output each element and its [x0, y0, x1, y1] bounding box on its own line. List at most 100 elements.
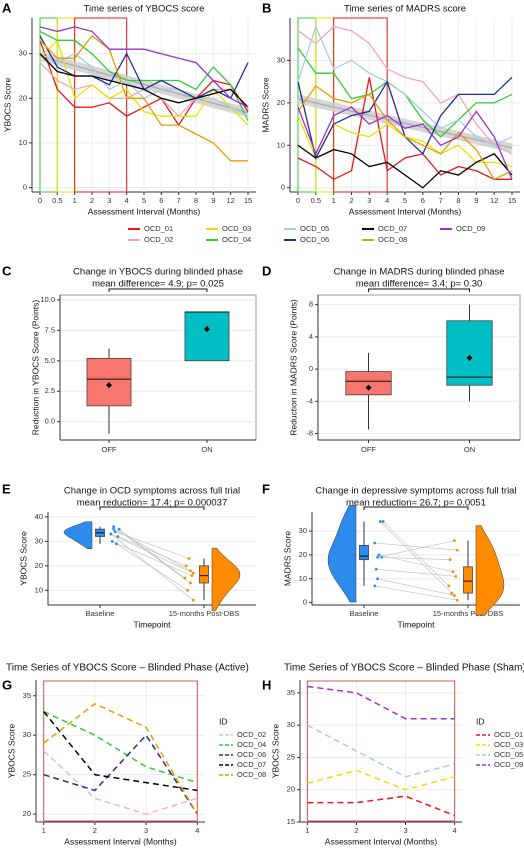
pair-line [376, 568, 456, 577]
point [455, 548, 459, 552]
x-axis-title: Assessment Interval (Months) [325, 836, 438, 846]
x-axis-title: Timepoint [397, 619, 435, 629]
pair-line [112, 541, 192, 576]
y-axis-title: MADRS Score [282, 531, 292, 587]
y-tick-label: 0 [309, 364, 313, 373]
legend-label: OCD_02 [237, 730, 266, 739]
chart-title: Change in MADRS during blinded phase [333, 267, 504, 278]
point [189, 581, 192, 585]
legend-label: OCD_01 [494, 730, 523, 739]
x-tick-label: ON [464, 445, 475, 454]
legend-label: OCD_03 [494, 740, 523, 749]
pair-line [377, 578, 455, 596]
series-line [43, 702, 198, 815]
y-tick-label: 0 [23, 183, 27, 192]
point [109, 532, 113, 536]
legend-label: OCD_07 [378, 224, 407, 233]
y-tick-label: 5.0 [45, 356, 55, 365]
y-tick-label: 30 [287, 720, 295, 729]
x-tick-label: 3 [367, 196, 371, 205]
x-tick-label: 3 [403, 826, 407, 835]
x-tick-label: 5 [142, 196, 146, 205]
x-tick-label: 6 [159, 196, 163, 205]
legend-label: OCD_02 [144, 235, 173, 244]
point [373, 584, 377, 588]
series-line [39, 26, 249, 108]
series-line [307, 769, 455, 791]
y-axis-title: YBOCS Score [6, 724, 16, 779]
y-tick-label: 7.5 [45, 325, 55, 334]
y-tick-label: 25 [287, 752, 295, 761]
y-tick-label: 10 [277, 140, 285, 149]
y-tick-label: 8 [309, 300, 313, 309]
point [187, 557, 191, 560]
x-tick-label: 1 [305, 826, 309, 835]
legend-label: OCD_09 [494, 760, 523, 769]
legend-label: OCD_08 [237, 770, 266, 779]
x-tick-label: 5 [403, 196, 407, 205]
chart-subtitle: mean reduction= 17.4; p= 0.000037 [77, 498, 228, 509]
panel-label: A [2, 0, 12, 15]
point [453, 594, 456, 597]
pair-line [382, 521, 450, 587]
legend-label: OCD_05 [300, 224, 329, 233]
y-tick-label: 10 [299, 574, 307, 583]
y-tick-label: 20 [287, 785, 295, 794]
violin [475, 525, 505, 616]
y-axis-title: Reduction in MADRS Score (Points) [288, 299, 298, 436]
y-tick-label: 10 [35, 585, 43, 594]
box [446, 320, 493, 386]
x-tick-label: 0 [38, 196, 42, 205]
x-tick-label: 0.5 [311, 196, 321, 205]
panel-label: E [2, 481, 11, 496]
legend-label: OCD_04 [237, 740, 266, 749]
y-tick-label: 15 [287, 817, 295, 826]
y-tick-label: 30 [299, 526, 307, 535]
x-tick-label: 15-months Post-DBS [433, 609, 503, 618]
x-tick-label: 2 [354, 826, 358, 835]
chart-title: Time series of MADRS score [344, 4, 466, 15]
box [359, 545, 369, 561]
x-tick-label: 15 [508, 196, 516, 205]
box [463, 566, 473, 594]
significance-bracket [368, 288, 470, 292]
series-line [43, 733, 198, 815]
pair-line [374, 585, 458, 601]
point [110, 539, 114, 543]
point [112, 525, 115, 529]
x-tick-label: 8 [194, 196, 198, 205]
point [380, 555, 384, 559]
series-line [297, 24, 513, 147]
x-tick-label: 8 [456, 196, 460, 205]
box [199, 565, 209, 584]
x-tick-label: 3 [144, 826, 148, 835]
panel-label: F [262, 481, 270, 496]
chart-title: Change in YBOCS during blinded phase [73, 267, 243, 278]
y-tick-label: 20 [299, 550, 307, 559]
panel-label: H [262, 677, 271, 692]
y-tick-label: 20 [23, 809, 31, 818]
x-tick-label: 6 [421, 196, 425, 205]
y-tick-label: 0 [281, 183, 285, 192]
x-tick-label: 0 [296, 196, 300, 205]
panel-label: C [2, 263, 12, 278]
point [191, 598, 195, 602]
y-tick-label: 35 [287, 688, 295, 697]
point [376, 577, 379, 581]
series-line [39, 34, 248, 162]
y-tick-label: 20 [19, 93, 27, 102]
y-axis-title: YBOCS Score [18, 531, 28, 586]
point [448, 558, 452, 562]
point [115, 542, 118, 546]
point [117, 527, 121, 531]
y-tick-label: 20 [277, 98, 285, 107]
point [377, 553, 381, 557]
plot-background [36, 680, 205, 822]
point [191, 571, 195, 575]
pair-line [380, 521, 452, 594]
y-tick-label: 30 [23, 730, 31, 739]
y-tick-label: 30 [19, 49, 27, 58]
mean-marker [365, 384, 372, 391]
x-axis-title: Assessment Interval (Months) [349, 206, 462, 216]
